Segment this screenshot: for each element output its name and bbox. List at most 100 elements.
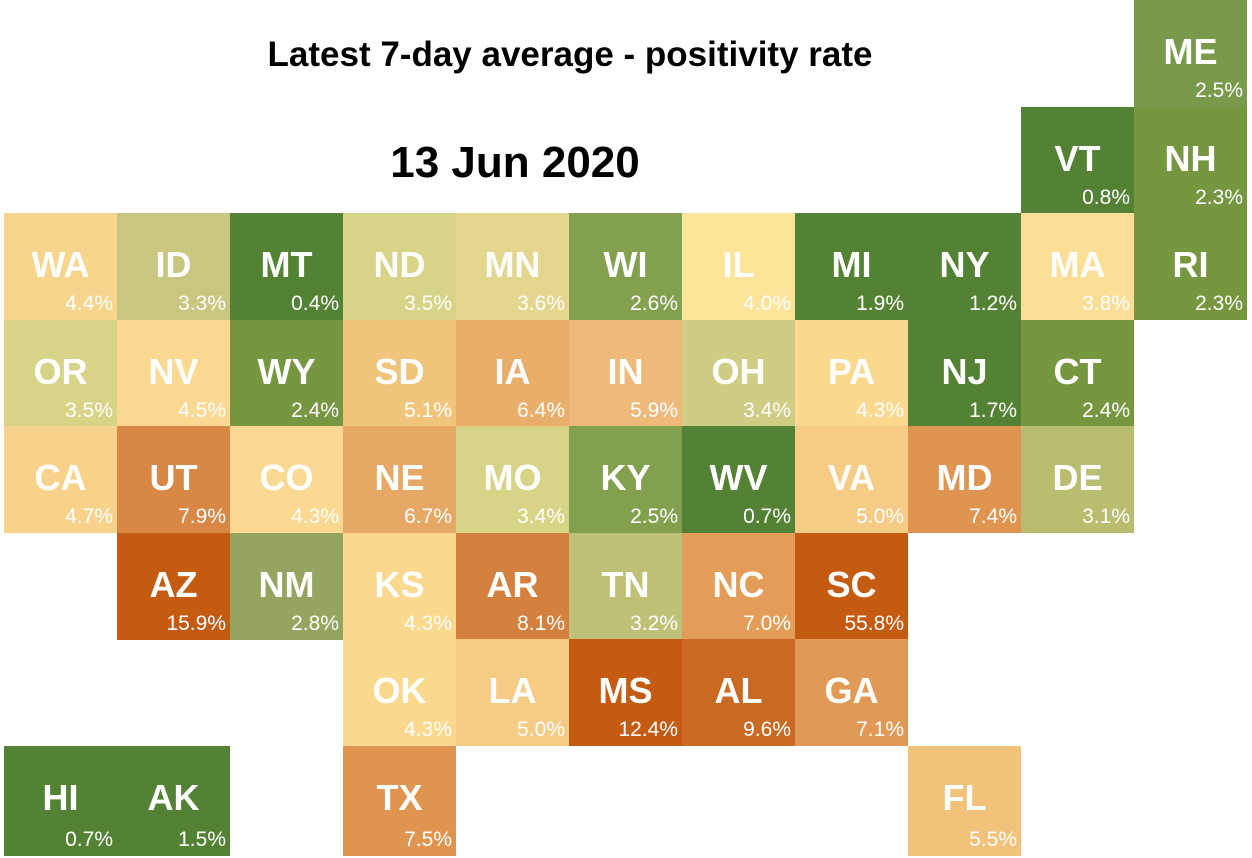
state-tile-mo: MO 3.4%	[456, 426, 569, 533]
state-abbr: TN	[601, 564, 650, 605]
state-positivity-rate: 3.1%	[1082, 505, 1130, 528]
state-abbr: NM	[258, 564, 315, 605]
state-abbr: MT	[260, 244, 313, 285]
state-abbr: AL	[714, 670, 763, 711]
state-abbr: OH	[711, 351, 766, 392]
state-abbr: OR	[33, 351, 88, 392]
state-positivity-rate: 6.7%	[404, 505, 452, 528]
map-title: Latest 7-day average - positivity rate	[267, 35, 873, 74]
state-positivity-rate: 5.9%	[630, 399, 678, 422]
state-abbr: MS	[598, 670, 653, 711]
state-tile-wy: WY 2.4%	[230, 320, 343, 427]
state-tile-ne: NE 6.7%	[343, 426, 456, 533]
state-tile-az: AZ 15.9%	[117, 533, 230, 640]
state-tile-wa: WA 4.4%	[4, 213, 117, 320]
state-abbr: AZ	[149, 564, 198, 605]
state-positivity-rate: 4.4%	[65, 292, 113, 315]
state-positivity-rate: 9.6%	[743, 718, 791, 741]
state-positivity-rate: 3.2%	[630, 612, 678, 635]
state-tile-nh: NH 2.3%	[1134, 107, 1247, 214]
state-positivity-rate: 6.4%	[517, 399, 565, 422]
state-tile-ar: AR 8.1%	[456, 533, 569, 640]
state-abbr: DE	[1052, 457, 1103, 498]
state-abbr: TX	[376, 777, 423, 818]
state-abbr: PA	[827, 351, 876, 392]
state-tile-nj: NJ 1.7%	[908, 320, 1021, 427]
state-positivity-rate: 7.5%	[404, 828, 452, 851]
state-tile-mt: MT 0.4%	[230, 213, 343, 320]
state-abbr: RI	[1172, 244, 1209, 285]
state-tile-va: VA 5.0%	[795, 426, 908, 533]
state-tile-al: AL 9.6%	[682, 639, 795, 746]
state-tile-oh: OH 3.4%	[682, 320, 795, 427]
state-abbr: LA	[488, 670, 537, 711]
state-abbr: KY	[600, 457, 651, 498]
state-tile-ut: UT 7.9%	[117, 426, 230, 533]
state-positivity-rate: 3.3%	[178, 292, 226, 315]
state-positivity-rate: 12.4%	[618, 718, 678, 741]
state-positivity-rate: 3.6%	[517, 292, 565, 315]
state-abbr: CA	[34, 457, 87, 498]
state-positivity-rate: 4.3%	[291, 505, 339, 528]
state-positivity-rate: 0.7%	[65, 828, 113, 851]
state-positivity-rate: 2.4%	[1082, 399, 1130, 422]
state-abbr: KS	[374, 564, 425, 605]
state-tile-ny: NY 1.2%	[908, 213, 1021, 320]
state-tile-sd: SD 5.1%	[343, 320, 456, 427]
state-positivity-rate: 1.2%	[969, 292, 1017, 315]
state-positivity-rate: 4.0%	[743, 292, 791, 315]
state-tile-nd: ND 3.5%	[343, 213, 456, 320]
state-abbr: MO	[483, 457, 542, 498]
state-positivity-rate: 4.7%	[65, 505, 113, 528]
state-abbr: WI	[603, 244, 648, 285]
state-positivity-rate: 55.8%	[844, 612, 904, 635]
state-tile-ia: IA 6.4%	[456, 320, 569, 427]
state-positivity-rate: 4.5%	[178, 399, 226, 422]
state-positivity-rate: 5.5%	[969, 828, 1017, 851]
state-abbr: AK	[147, 777, 200, 818]
state-tile-nc: NC 7.0%	[682, 533, 795, 640]
state-tile-co: CO 4.3%	[230, 426, 343, 533]
state-positivity-rate: 3.5%	[404, 292, 452, 315]
state-tile-nm: NM 2.8%	[230, 533, 343, 640]
state-abbr: VA	[827, 457, 876, 498]
state-tile-ok: OK 4.3%	[343, 639, 456, 746]
state-tile-ks: KS 4.3%	[343, 533, 456, 640]
state-abbr: HI	[42, 777, 79, 818]
state-abbr: SC	[826, 564, 877, 605]
state-tile-mn: MN 3.6%	[456, 213, 569, 320]
state-positivity-rate: 7.1%	[856, 718, 904, 741]
state-tile-ak: AK 1.5%	[117, 746, 230, 856]
state-positivity-rate: 3.4%	[743, 399, 791, 422]
state-tile-ga: GA 7.1%	[795, 639, 908, 746]
state-abbr: NV	[148, 351, 199, 392]
state-abbr: NJ	[941, 351, 988, 392]
state-abbr: CT	[1053, 351, 1102, 392]
state-positivity-rate: 5.0%	[517, 718, 565, 741]
state-positivity-rate: 1.5%	[178, 828, 226, 851]
state-abbr: FL	[942, 777, 987, 818]
state-abbr: WV	[709, 457, 768, 498]
state-abbr: MI	[831, 244, 872, 285]
state-abbr: NY	[939, 244, 990, 285]
state-positivity-rate: 0.7%	[743, 505, 791, 528]
state-tile-ma: MA 3.8%	[1021, 213, 1134, 320]
state-abbr: AR	[486, 564, 539, 605]
state-tile-il: IL 4.0%	[682, 213, 795, 320]
state-positivity-rate: 0.8%	[1082, 186, 1130, 209]
state-tile-wv: WV 0.7%	[682, 426, 795, 533]
state-positivity-rate: 7.0%	[743, 612, 791, 635]
state-abbr: CO	[259, 457, 314, 498]
state-positivity-rate: 3.8%	[1082, 292, 1130, 315]
state-tile-sc: SC 55.8%	[795, 533, 908, 640]
state-positivity-rate: 3.5%	[65, 399, 113, 422]
state-tile-ri: RI 2.3%	[1134, 213, 1247, 320]
state-positivity-rate: 2.3%	[1195, 292, 1243, 315]
state-tile-in: IN 5.9%	[569, 320, 682, 427]
state-abbr: WA	[31, 244, 90, 285]
state-tile-wi: WI 2.6%	[569, 213, 682, 320]
state-abbr: IA	[494, 351, 531, 392]
state-tile-de: DE 3.1%	[1021, 426, 1134, 533]
state-positivity-rate: 5.0%	[856, 505, 904, 528]
